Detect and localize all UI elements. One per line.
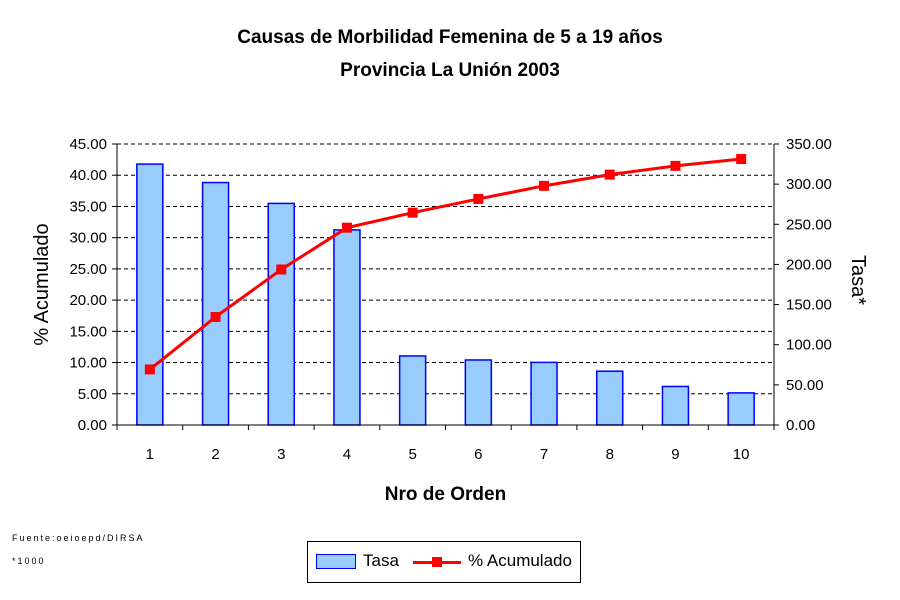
y-axis-title-right: Tasa* (847, 255, 869, 305)
left-tick-label: 35.00 (69, 198, 107, 215)
left-tick-label: 10.00 (69, 355, 107, 372)
left-tick-label: 25.00 (69, 261, 107, 278)
bar-tasa (596, 370, 624, 426)
bar-tasa (727, 392, 755, 426)
point-acumulado (407, 207, 418, 218)
legend-swatch-tasa (316, 554, 356, 569)
bar-tasa (201, 181, 230, 426)
legend-label-acumulado: % Acumulado (468, 551, 572, 570)
left-tick-label: 30.00 (69, 230, 107, 247)
bar-tasa (333, 229, 361, 426)
x-tick-label: 5 (408, 446, 416, 463)
bar-tasa (530, 361, 558, 426)
x-tick-label: 6 (474, 446, 482, 463)
x-tick-label: 10 (733, 446, 750, 463)
point-acumulado (736, 153, 747, 164)
point-acumulado (670, 160, 681, 171)
right-tick-label: 300.00 (786, 176, 832, 193)
legend-marker-acumulado (432, 557, 442, 567)
left-tick-label: 45.00 (69, 136, 107, 153)
point-acumulado (473, 193, 484, 204)
chart-title: Causas de Morbilidad Femenina de 5 a 19 … (237, 27, 663, 48)
y-axis-title-left: % Acumulado (31, 223, 53, 345)
x-tick-label: 8 (606, 446, 614, 463)
x-axis-title: Nro de Orden (385, 484, 506, 505)
left-tick-label: 15.00 (69, 323, 107, 340)
right-tick-label: 150.00 (786, 297, 832, 314)
point-acumulado (276, 264, 287, 275)
right-tick-label: 50.00 (786, 377, 824, 394)
x-tick-label: 9 (671, 446, 679, 463)
legend-label-tasa: Tasa (363, 551, 399, 570)
x-tick-label: 3 (277, 446, 285, 463)
bar-tasa (464, 359, 493, 426)
bar-tasa (661, 385, 690, 426)
left-tick-label: 40.00 (69, 167, 107, 184)
point-acumulado (144, 364, 155, 375)
right-tick-label: 0.00 (786, 417, 815, 434)
right-tick-label: 350.00 (786, 136, 832, 153)
chart-svg: 0.005.0010.0015.0020.0025.0030.0035.0040… (31, 136, 869, 505)
x-tick-label: 4 (343, 446, 351, 463)
point-acumulado (604, 169, 615, 180)
chart-subtitle: Provincia La Unión 2003 (340, 60, 560, 81)
x-tick-label: 7 (540, 446, 548, 463)
left-tick-label: 20.00 (69, 292, 107, 309)
bar-tasa (398, 355, 427, 426)
bar-tasa (136, 163, 164, 426)
x-tick-label: 1 (146, 446, 154, 463)
right-tick-label: 200.00 (786, 256, 832, 273)
x-tick-label: 2 (211, 446, 219, 463)
line-acumulado (148, 157, 742, 371)
bar-tasa (267, 202, 295, 426)
point-acumulado (341, 222, 352, 233)
left-tick-label: 5.00 (78, 386, 107, 403)
point-acumulado (210, 311, 221, 322)
right-tick-label: 100.00 (786, 337, 832, 354)
left-tick-label: 0.00 (78, 417, 107, 434)
right-tick-label: 250.00 (786, 216, 832, 233)
source-note: Fuente:oeioepd/DIRSA (12, 533, 145, 543)
rate-footnote: *1000 (12, 556, 46, 566)
point-acumulado (539, 180, 550, 191)
chart-legend: Tasa % Acumulado (307, 541, 581, 583)
